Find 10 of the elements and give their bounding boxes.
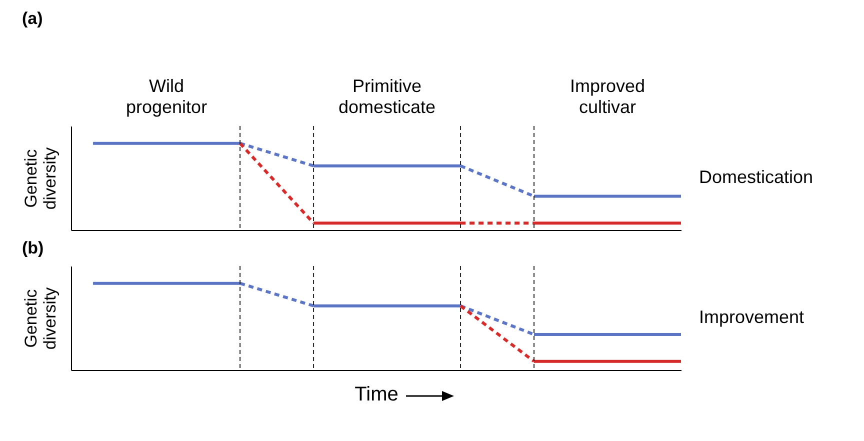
text: Wild progenitor: [126, 76, 208, 117]
text: Primitive domesticate: [338, 76, 436, 117]
y-axis-title: Genetic diversity: [22, 286, 60, 350]
x-axis-title: Time: [354, 384, 398, 406]
chart-title: (b): [22, 238, 44, 258]
text: Domestication: [699, 167, 814, 187]
y-axis-title: Genetic diversity: [22, 146, 60, 210]
text: Improvement: [699, 307, 804, 327]
chart-title: (a): [22, 9, 43, 28]
text: Improved cultivar: [570, 76, 646, 117]
